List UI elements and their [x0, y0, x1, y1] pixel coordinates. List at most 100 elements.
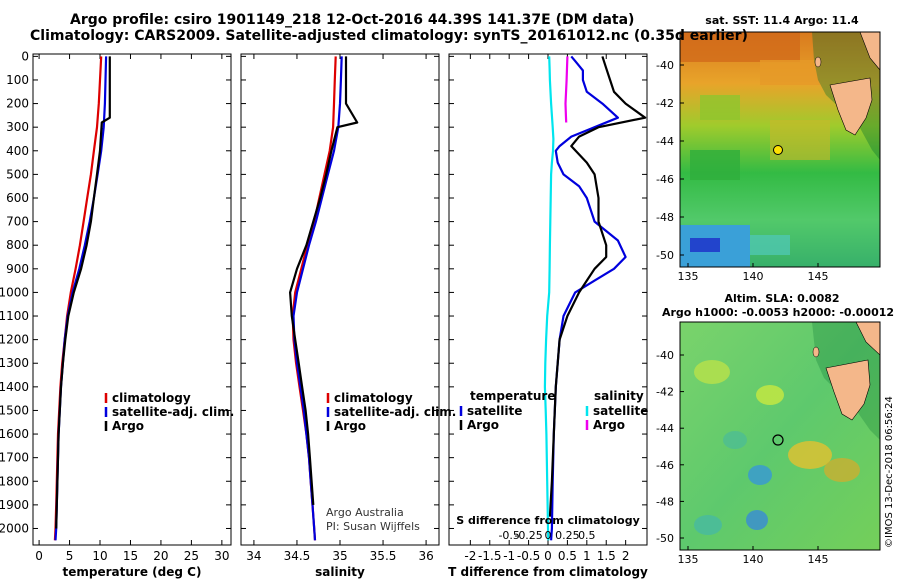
map-lat-label: -48 [656, 495, 674, 508]
map-lon-label: 140 [743, 270, 764, 283]
figure-title-line-2: Climatology: CARS2009. Satellite-adjuste… [30, 28, 748, 44]
legend-label: Argo [467, 418, 499, 432]
s-axis-label: S difference from climatology [456, 514, 640, 527]
x-tick-label: 35.5 [370, 549, 397, 563]
x-tick-label: -2 [464, 549, 476, 563]
x-tick-label: 25 [184, 549, 199, 563]
imos-timestamp: ©IMOS 13-Dec-2018 06:56:24 [884, 396, 895, 548]
x-tick-label: 36 [418, 549, 433, 563]
depth-tick-label: 0 [21, 49, 29, 63]
x-axis-label: temperature (deg C) [63, 565, 202, 579]
s-tick-label: -0.25 [514, 529, 542, 542]
x-tick-label: 34.5 [284, 549, 311, 563]
legend-label: satellite-adj. clim. [112, 405, 234, 419]
depth-tick-label: 1200 [0, 333, 29, 347]
depth-tick-label: 100 [6, 73, 29, 87]
depth-tick-label: 1000 [0, 285, 29, 299]
x-tick-label: 1.5 [597, 549, 616, 563]
map-lat-label: -50 [656, 532, 674, 545]
x-tick-label: 2 [622, 549, 630, 563]
s-tick-label: 0 [545, 529, 552, 542]
x-tick-label: -0.5 [517, 549, 540, 563]
sla-map-title-1: Altim. SLA: 0.0082 [724, 292, 839, 305]
s-tick-label: 0.5 [578, 529, 596, 542]
depth-tick-label: 500 [6, 167, 29, 181]
depth-tick-label: 800 [6, 238, 29, 252]
x-axis-label: salinity [315, 565, 365, 579]
x-tick-label: 5 [66, 549, 74, 563]
sst-map: sat. SST: 11.4 Argo: 11.4 -40 -42 -44 -46 -4… [656, 14, 881, 283]
figure-title-line-1: Argo profile: csiro 1901149_218 12-Oct-2… [70, 12, 635, 28]
legend-label: climatology [112, 391, 191, 405]
s-tick-label: -0.5 [498, 529, 519, 542]
series-line-satellite-adj-clim- [292, 56, 343, 541]
depth-tick-label: 900 [6, 262, 29, 276]
legend-label: satellite-adj. clim. [334, 405, 456, 419]
x-tick-label: 35 [332, 549, 347, 563]
sst-map-title: sat. SST: 11.4 Argo: 11.4 [705, 14, 859, 27]
x-tick-label: 1 [583, 549, 591, 563]
depth-tick-label: 1400 [0, 380, 29, 394]
map-lat-label: -42 [656, 386, 674, 399]
depth-tick-label: 1800 [0, 474, 29, 488]
map-lat-label: -44 [656, 135, 674, 148]
depth-tick-label: 1500 [0, 403, 29, 417]
legend-label: Argo [112, 419, 144, 433]
legend-label: satellite [467, 404, 522, 418]
legend-title-temperature: temperature [470, 389, 555, 403]
series-line-argo [55, 56, 111, 529]
sst-land-tasmania [829, 77, 873, 136]
sla-map-title-2: Argo h1000: -0.0053 h2000: -0.00012 [662, 306, 894, 319]
sla-argo-marker [772, 434, 784, 446]
difference-panel: -2 -1.5 -1 -0.5 0 0.5 1 1.5 2T difference from c… [448, 53, 648, 579]
map-lat-label: -46 [656, 173, 674, 186]
depth-tick-label: 200 [6, 97, 29, 111]
x-tick-label: 10 [92, 549, 107, 563]
x-axis-label: T difference from climatology [448, 565, 648, 579]
x-tick-label: 0 [35, 549, 43, 563]
x-tick-label: 0.5 [558, 549, 577, 563]
map-lat-label: -42 [656, 97, 674, 110]
legend-label: satellite [593, 404, 648, 418]
map-lon-label: 135 [678, 270, 699, 283]
credit-line-2: PI: Susan Wijffels [326, 520, 420, 533]
x-tick-label: 15 [123, 549, 138, 563]
x-tick-label: 30 [214, 549, 229, 563]
depth-tick-label: 1600 [0, 427, 29, 441]
depth-tick-label: 300 [6, 120, 29, 134]
x-tick-label: 0 [544, 549, 552, 563]
x-tick-label: -1 [503, 549, 515, 563]
map-lon-label: 145 [808, 270, 829, 283]
series-line-climatology [53, 56, 103, 541]
map-lon-label: 145 [808, 553, 829, 566]
map-lat-label: -50 [656, 249, 674, 262]
temperature-panel: 0100200300400500600700800900100011001200… [0, 49, 234, 579]
map-lat-label: -48 [656, 211, 674, 224]
series-line-argo [289, 56, 359, 505]
legend-title-salinity: salinity [594, 389, 644, 403]
map-lon-label: 140 [743, 553, 764, 566]
map-lat-label: -40 [656, 349, 674, 362]
series-line-satellite-adj-clim- [54, 56, 108, 541]
series-line-salinity-satellite [543, 56, 555, 541]
sla-land-tasmania [825, 359, 871, 421]
legend-label: Argo [334, 419, 366, 433]
depth-tick-label: 1900 [0, 498, 29, 512]
sla-map: Altim. SLA: 0.0082 Argo h1000: -0.0053 h… [656, 292, 895, 566]
credit-line-1: Argo Australia [326, 506, 404, 519]
depth-tick-label: 400 [6, 144, 29, 158]
depth-tick-label: 1300 [0, 356, 29, 370]
x-tick-label: 34 [246, 549, 261, 563]
depth-tick-label: 1100 [0, 309, 29, 323]
x-tick-label: -1.5 [478, 549, 501, 563]
sst-argo-marker [773, 145, 783, 155]
map-lat-label: -46 [656, 459, 674, 472]
s-tick-label: 0.25 [555, 529, 580, 542]
map-lat-label: -40 [656, 59, 674, 72]
depth-tick-label: 700 [6, 215, 29, 229]
legend-label: climatology [334, 391, 413, 405]
map-lon-label: 135 [678, 553, 699, 566]
depth-tick-label: 1700 [0, 451, 29, 465]
depth-tick-label: 600 [6, 191, 29, 205]
series-line-temperature-argo [548, 56, 647, 517]
